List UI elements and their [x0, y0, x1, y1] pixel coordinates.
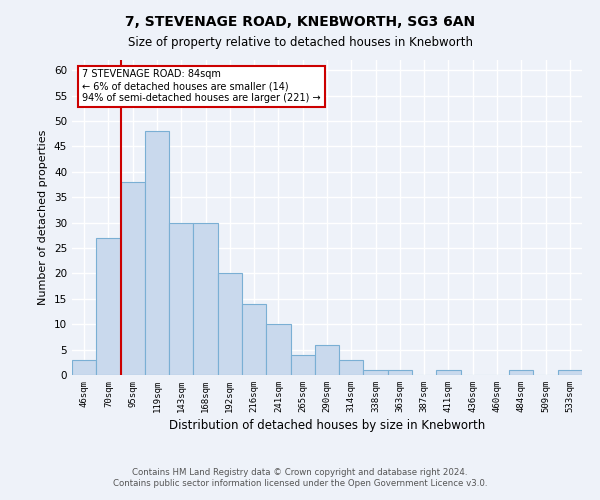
Bar — [266, 324, 290, 375]
Bar — [290, 354, 315, 375]
Bar — [96, 238, 121, 375]
Bar — [218, 274, 242, 375]
Bar — [436, 370, 461, 375]
Bar — [364, 370, 388, 375]
Bar — [169, 222, 193, 375]
Y-axis label: Number of detached properties: Number of detached properties — [38, 130, 49, 305]
Bar — [339, 360, 364, 375]
Bar — [242, 304, 266, 375]
X-axis label: Distribution of detached houses by size in Knebworth: Distribution of detached houses by size … — [169, 419, 485, 432]
Bar — [388, 370, 412, 375]
Text: Size of property relative to detached houses in Knebworth: Size of property relative to detached ho… — [128, 36, 473, 49]
Text: Contains HM Land Registry data © Crown copyright and database right 2024.
Contai: Contains HM Land Registry data © Crown c… — [113, 468, 487, 487]
Bar — [315, 344, 339, 375]
Text: 7 STEVENAGE ROAD: 84sqm
← 6% of detached houses are smaller (14)
94% of semi-det: 7 STEVENAGE ROAD: 84sqm ← 6% of detached… — [82, 70, 321, 102]
Bar — [145, 131, 169, 375]
Bar — [193, 222, 218, 375]
Bar — [121, 182, 145, 375]
Bar — [509, 370, 533, 375]
Text: 7, STEVENAGE ROAD, KNEBWORTH, SG3 6AN: 7, STEVENAGE ROAD, KNEBWORTH, SG3 6AN — [125, 16, 475, 30]
Bar — [72, 360, 96, 375]
Bar — [558, 370, 582, 375]
